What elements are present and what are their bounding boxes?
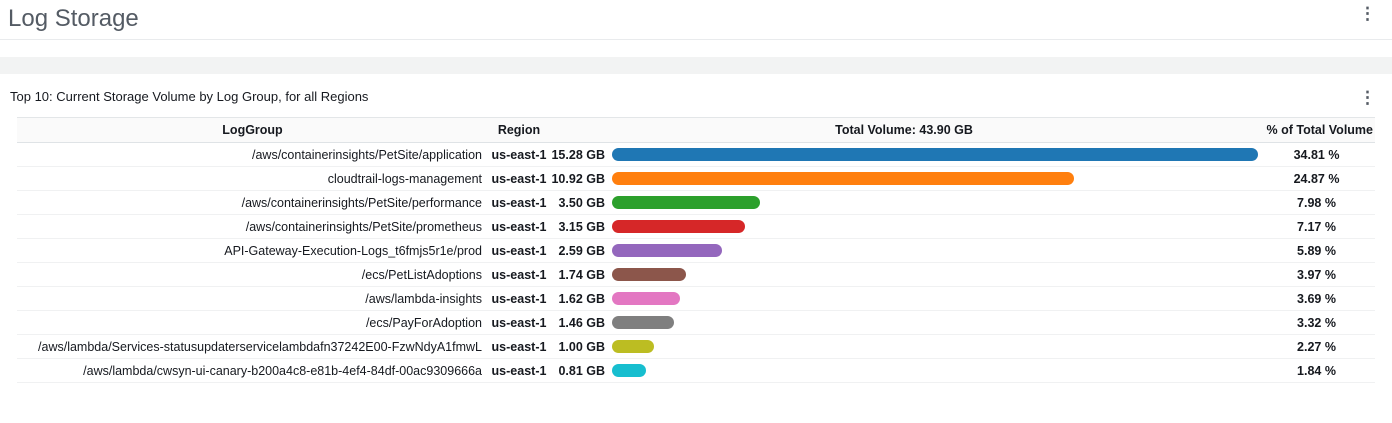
- volume-bar: [612, 340, 654, 353]
- volume-cell: 10.92 GB: [551, 171, 605, 186]
- widget-title: Top 10: Current Storage Volume by Log Gr…: [10, 89, 369, 104]
- bar-cell: [612, 340, 1258, 353]
- volume-bar: [612, 220, 746, 233]
- kebab-icon: ⋮: [1359, 88, 1376, 107]
- table-row: /aws/containerinsights/PetSite/applicati…: [17, 143, 1375, 167]
- header-percent-of-total: % of Total Volume: [1266, 123, 1373, 137]
- loggroup-cell: /ecs/PayForAdoption: [365, 315, 482, 330]
- bar-cell: [612, 316, 1258, 329]
- table-row: /aws/containerinsights/PetSite/performan…: [17, 191, 1375, 215]
- volume-bar: [612, 172, 1074, 185]
- dashboard-page: Log Storage ⋮ Top 10: Current Storage Vo…: [0, 0, 1392, 383]
- volume-cell: 1.00 GB: [558, 339, 605, 354]
- region-cell: us-east-1: [491, 363, 547, 378]
- percent-cell: 2.27 %: [1297, 339, 1336, 354]
- kebab-icon: ⋮: [1359, 4, 1376, 23]
- volume-cell: 1.74 GB: [558, 267, 605, 282]
- region-cell: us-east-1: [491, 339, 547, 354]
- table-body: /aws/containerinsights/PetSite/applicati…: [17, 143, 1375, 383]
- loggroup-cell: /ecs/PetListAdoptions: [361, 267, 482, 282]
- volume-bar: [612, 316, 675, 329]
- volume-bar: [612, 268, 686, 281]
- percent-cell: 3.97 %: [1297, 267, 1336, 282]
- volume-cell: 1.46 GB: [558, 315, 605, 330]
- header-loggroup: LogGroup: [222, 123, 283, 137]
- loggroup-cell: /aws/containerinsights/PetSite/performan…: [241, 195, 482, 210]
- table-row: /aws/containerinsights/PetSite/prometheu…: [17, 215, 1375, 239]
- percent-cell: 1.84 %: [1297, 363, 1336, 378]
- region-cell: us-east-1: [491, 315, 547, 330]
- loggroup-cell: /aws/containerinsights/PetSite/applicati…: [252, 147, 482, 162]
- percent-cell: 24.87 %: [1293, 171, 1340, 186]
- bar-cell: [612, 172, 1258, 185]
- volume-cell: 1.62 GB: [558, 291, 605, 306]
- volume-bar: [612, 292, 681, 305]
- volume-cell: 2.59 GB: [558, 243, 605, 258]
- loggroup-cell: /aws/lambda/Services-statusupdaterservic…: [38, 339, 482, 354]
- table-row: /aws/lambda-insights us-east-1 1.62 GB 3.69…: [17, 287, 1375, 311]
- table-row: /ecs/PetListAdoptions us-east-1 1.74 GB 3.9…: [17, 263, 1375, 287]
- region-cell: us-east-1: [491, 195, 547, 210]
- loggroup-cell: /aws/lambda/cwsyn-ui-canary-b200a4c8-e81…: [83, 363, 482, 378]
- region-cell: us-east-1: [491, 219, 547, 234]
- loggroup-cell: /aws/lambda-insights: [365, 291, 482, 306]
- bar-cell: [612, 364, 1258, 377]
- header-total-volume: Total Volume: 43.90 GB: [835, 123, 973, 137]
- percent-cell: 3.32 %: [1297, 315, 1336, 330]
- percent-cell: 7.98 %: [1297, 195, 1336, 210]
- volume-bar: [612, 148, 1258, 161]
- region-cell: us-east-1: [491, 267, 547, 282]
- volume-bar: [612, 244, 722, 257]
- percent-cell: 3.69 %: [1297, 291, 1336, 306]
- header-spacer: [0, 40, 1392, 57]
- page-title: Log Storage: [8, 5, 139, 32]
- percent-cell: 34.81 %: [1293, 147, 1340, 162]
- header-region: Region: [497, 123, 541, 137]
- loggroup-cell: API-Gateway-Execution-Logs_t6fmjs5r1e/pr…: [224, 243, 482, 258]
- region-cell: us-east-1: [491, 291, 547, 306]
- loggroup-cell: cloudtrail-logs-management: [327, 171, 482, 186]
- region-cell: us-east-1: [491, 243, 547, 258]
- volume-bar: [612, 196, 760, 209]
- bar-cell: [612, 292, 1258, 305]
- bar-cell: [612, 268, 1258, 281]
- volume-cell: 3.50 GB: [558, 195, 605, 210]
- volume-cell: 15.28 GB: [551, 147, 605, 162]
- widget-menu-button[interactable]: ⋮: [1355, 89, 1380, 107]
- percent-cell: 5.89 %: [1297, 243, 1336, 258]
- table-row: API-Gateway-Execution-Logs_t6fmjs5r1e/pr…: [17, 239, 1375, 263]
- table-header-row: LogGroup Region Total Volume: 43.90 GB %…: [17, 117, 1375, 143]
- widget-header: Top 10: Current Storage Volume by Log Gr…: [0, 89, 1392, 115]
- table-row: /ecs/PayForAdoption us-east-1 1.46 GB 3.32 …: [17, 311, 1375, 335]
- bar-cell: [612, 244, 1258, 257]
- table-row: /aws/lambda/Services-statusupdaterservic…: [17, 335, 1375, 359]
- bar-cell: [612, 148, 1258, 161]
- volume-cell: 0.81 GB: [558, 363, 605, 378]
- page-menu-button[interactable]: ⋮: [1355, 5, 1380, 23]
- percent-cell: 7.17 %: [1297, 219, 1336, 234]
- loggroup-cell: /aws/containerinsights/PetSite/prometheu…: [245, 219, 482, 234]
- storage-widget: Top 10: Current Storage Volume by Log Gr…: [0, 74, 1392, 383]
- region-cell: us-east-1: [491, 147, 547, 162]
- bar-cell: [612, 196, 1258, 209]
- region-cell: us-east-1: [491, 171, 547, 186]
- volume-cell: 3.15 GB: [558, 219, 605, 234]
- log-storage-table: LogGroup Region Total Volume: 43.90 GB %…: [17, 117, 1375, 383]
- table-row: /aws/lambda/cwsyn-ui-canary-b200a4c8-e81…: [17, 359, 1375, 383]
- page-background-gap: [0, 57, 1392, 74]
- bar-cell: [612, 220, 1258, 233]
- table-row: cloudtrail-logs-management us-east-1 10.92…: [17, 167, 1375, 191]
- page-header: Log Storage ⋮: [0, 0, 1392, 40]
- volume-bar: [612, 364, 647, 377]
